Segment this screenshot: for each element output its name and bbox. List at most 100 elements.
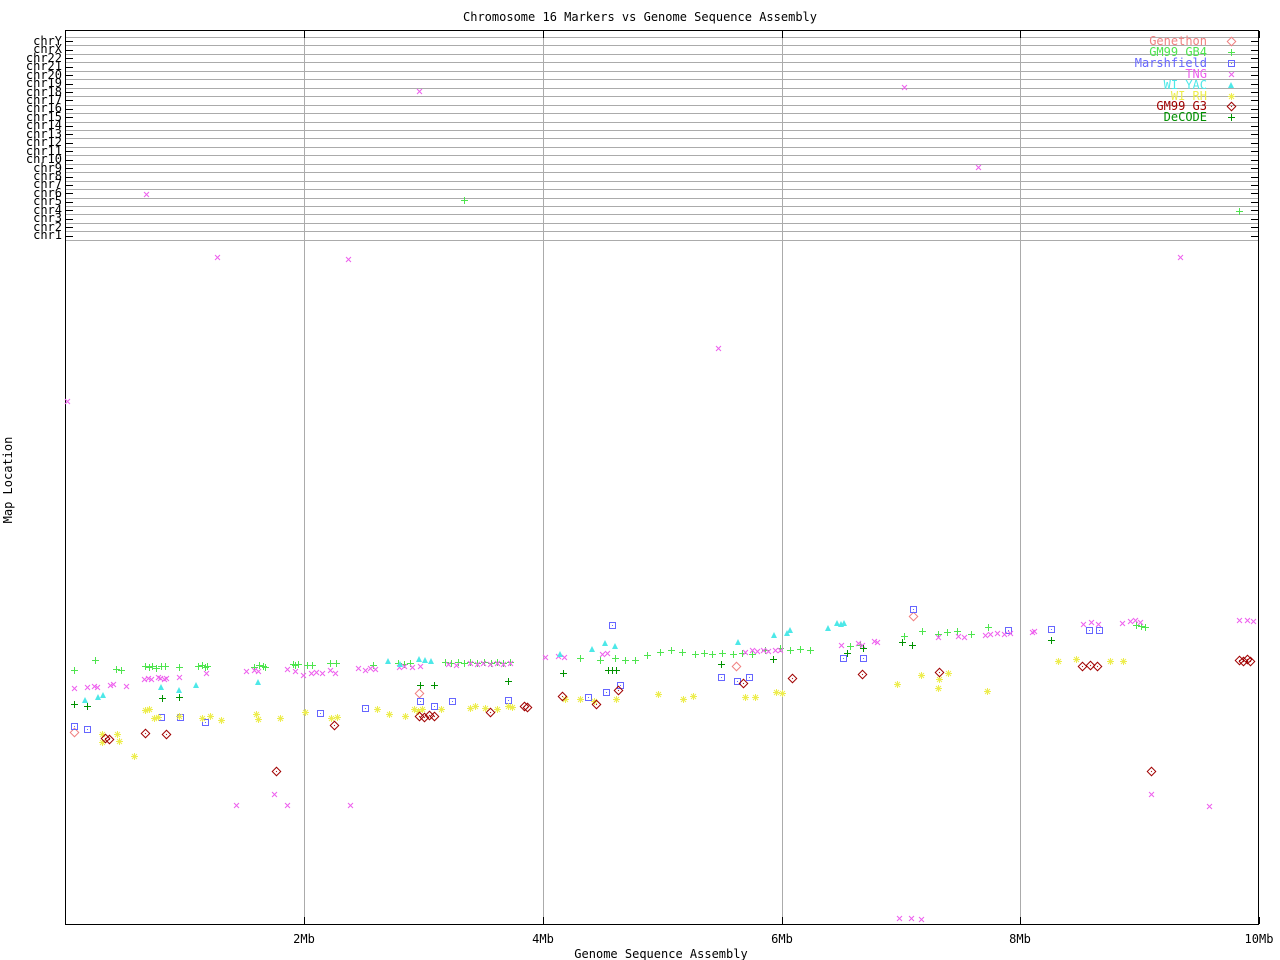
y-tick-mark [66,117,73,119]
marker-tng [231,800,242,811]
legend-row-gm99-g3: GM99 G3 [0,100,1280,112]
x-tick-mark [782,31,783,38]
marker-gm99-gb4 [692,651,699,658]
gridline-horizontal [66,180,1258,182]
y-tick-mark [66,92,73,93]
y-tick-chrX: chrX [33,42,62,57]
marker-genethon [908,611,919,622]
marker-tng [212,252,223,263]
marker-gm99-g3 [787,673,798,684]
marker-decode [899,639,906,646]
y-tick-mark [1251,117,1258,119]
marker-decode [159,695,166,702]
marker-wi-rh [779,690,786,697]
y-tick-chr8: chr8 [33,169,62,183]
x-tick-2mb: 2Mb [293,932,315,946]
y-tick-chr13: chr13 [25,126,62,141]
x-tick-6mb: 6Mb [771,932,793,946]
y-tick-chr14: chr14 [25,118,62,133]
y-tick-mark [1251,235,1258,237]
marker-tng [174,672,185,683]
marker-gm99-gb4 [787,647,794,654]
gridline-horizontal [66,37,1258,38]
marker-gm99-gb4 [797,646,804,653]
marker-wi-yac [82,697,88,703]
marker-decode [1048,637,1055,644]
marker-gm99-gb4 [295,661,302,668]
marker-decode [860,645,867,652]
marker-wi-rh [680,696,687,703]
marker-wi-rh [742,694,749,701]
marker-gm99-g3 [329,720,340,731]
y-tick-mark [66,227,73,229]
x-tick-8mb: 8Mb [1009,932,1031,946]
marker-wi-rh [1107,658,1114,665]
marker-gm99-gb4 [657,649,664,656]
marker-wi-yac [416,656,422,662]
marker-wi-rh [467,705,474,712]
legend-row-gm99-gb4: GM99 GB4 [0,44,1280,59]
marker-tng [343,254,354,265]
gridline-horizontal [66,197,1258,199]
y-tick-mark [66,168,73,170]
marker-gm99-gb4 [333,660,340,667]
marker-wi-rh [945,670,952,677]
marker-wi-rh [494,706,501,713]
marker-wi-yac [557,651,563,657]
y-tick-mark [1251,227,1258,229]
marker-wi-rh [894,681,901,688]
marker-wi-rh [419,706,426,713]
marker-wi-yac [602,640,608,646]
gridline-horizontal [66,87,1258,89]
marker-wi-rh [199,715,206,722]
marker-marshfield [910,606,917,613]
marker-wi-rh [1120,658,1127,665]
legend-row-wi-rh: WI RH [0,90,1280,102]
marker-gm99-gb4 [92,657,99,664]
gridline-horizontal [66,172,1258,174]
marker-gm99-g3 [429,711,440,722]
y-tick-mark [1251,92,1258,93]
y-tick-mark [1251,168,1258,170]
marker-tng [415,661,426,672]
y-tick-chr18: chr18 [25,84,62,99]
y-tick-mark [66,151,73,153]
marker-tng [1204,801,1215,812]
x-tick-mark [304,31,305,38]
marker-wi-yac [589,646,595,652]
marker-wi-yac [385,658,391,664]
marker-wi-rh [386,711,393,718]
marker-gm99-gb4 [719,650,726,657]
gridline-horizontal [66,189,1258,191]
marker-gm99-g3 [271,766,282,777]
y-tick-chr7: chr7 [33,177,62,192]
y-tick-mark [66,134,73,136]
marker-wi-rh [99,739,106,746]
marker-marshfield [449,698,456,705]
marker-gm99-gb4 [679,649,686,656]
marker-decode [844,650,851,657]
gridline-horizontal [66,113,1258,115]
legend-marker-gm99-gb4-plus-icon [1228,48,1235,56]
marker-wi-rh [773,689,780,696]
marker-decode [605,667,612,674]
marker-tng [906,913,917,924]
y-tick-mark [66,66,73,68]
marker-wi-yac [193,682,199,688]
marker-wi-rh [99,731,106,738]
legend-label-gm99-gb4: GM99 GB4 [1149,44,1207,59]
y-tick-mark [1251,142,1258,144]
y-tick-chr16: chr16 [25,101,62,116]
y-tick-mark [66,159,73,161]
marker-gm99-gb4 [262,664,269,671]
y-tick-mark [1251,66,1258,68]
marker-decode [71,701,78,708]
marker-genethon [731,661,742,672]
marker-wi-rh [146,706,153,713]
marker-wi-rh [402,713,409,720]
marker-wi-rh [936,676,943,683]
marker-gm99-gb4 [461,197,468,204]
marker-wi-rh [613,696,620,703]
marker-gm99-gb4 [162,663,169,670]
